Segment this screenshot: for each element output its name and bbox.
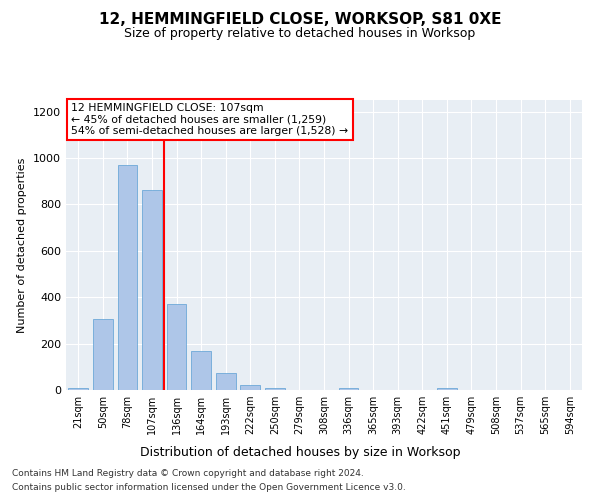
Bar (118, 165, 137, 390)
Bar (142, 190, 162, 390)
Y-axis label: Number of detached properties: Number of detached properties (17, 158, 28, 332)
Bar (437, 388, 457, 390)
Bar (93, 319, 113, 390)
Text: 12 HEMMINGFIELD CLOSE: 107sqm
← 45% of detached houses are smaller (1,259)
54% o: 12 HEMMINGFIELD CLOSE: 107sqm ← 45% of d… (71, 103, 348, 136)
Text: Contains HM Land Registry data © Crown copyright and database right 2024.: Contains HM Land Registry data © Crown c… (12, 468, 364, 477)
Bar (216, 372, 236, 390)
Bar (167, 304, 187, 390)
Text: Distribution of detached houses by size in Worksop: Distribution of detached houses by size … (140, 446, 460, 459)
Bar (339, 388, 358, 390)
Bar (191, 350, 211, 390)
Bar (241, 386, 260, 390)
Text: 12, HEMMINGFIELD CLOSE, WORKSOP, S81 0XE: 12, HEMMINGFIELD CLOSE, WORKSOP, S81 0XE (99, 12, 501, 28)
Bar (265, 388, 284, 390)
Text: Contains public sector information licensed under the Open Government Licence v3: Contains public sector information licen… (12, 484, 406, 492)
Text: Size of property relative to detached houses in Worksop: Size of property relative to detached ho… (124, 28, 476, 40)
Bar (68, 388, 88, 390)
